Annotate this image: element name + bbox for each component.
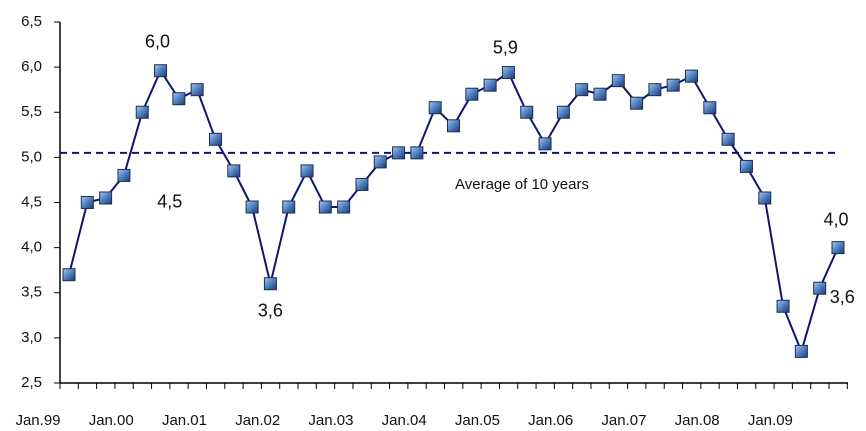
marker [483,78,497,92]
y-tick-label: 4,0 [21,239,42,256]
average-label: Average of 10 years [455,176,589,193]
marker [703,101,717,115]
marker [428,101,442,115]
y-tick-label: 3,0 [21,329,42,346]
marker [355,177,369,191]
marker [685,69,699,83]
x-tick-label: Jan.00 [89,412,134,429]
marker [813,281,827,295]
data-label: 4,0 [823,209,848,229]
marker [611,74,625,88]
marker [556,105,570,119]
marker [172,92,186,106]
marker [794,344,808,358]
marker [739,159,753,173]
marker [758,191,772,205]
marker [62,268,76,282]
marker [337,200,351,214]
marker [135,105,149,119]
marker [447,119,460,133]
marker [575,83,589,97]
x-tick-label: Jan.99 [15,412,60,429]
data-label: 4,5 [157,191,182,211]
marker [630,96,644,110]
x-tick-label: Jan.04 [382,412,427,429]
marker [227,164,241,178]
y-tick-label: 3,5 [21,284,42,301]
marker [190,83,204,97]
x-tick-label: Jan.07 [601,412,646,429]
y-tick-label: 5,5 [21,103,42,120]
y-tick-label: 6,5 [21,13,42,30]
marker [263,277,277,291]
marker [245,200,259,214]
marker [831,241,845,255]
marker [501,66,515,80]
y-tick-label: 6,0 [21,58,42,75]
data-label: 3,6 [830,287,855,307]
marker [648,83,662,97]
x-tick-label: Jan.05 [455,412,500,429]
marker [208,132,222,146]
x-tick-label: Jan.09 [748,412,793,429]
marker [80,196,94,209]
y-tick-label: 5,0 [21,148,42,165]
marker [318,200,332,214]
marker [117,168,131,182]
y-tick-label: 2,5 [21,374,42,391]
x-tick-label: Jan.08 [675,412,720,429]
marker [520,105,534,119]
marker [666,78,680,92]
marker [776,299,790,313]
data-label: 3,6 [258,300,283,320]
marker [721,132,735,146]
marker [392,146,406,160]
data-line [68,68,839,355]
marker [538,137,552,151]
marker [282,200,296,214]
marker [300,164,314,178]
marker [154,64,168,78]
marker [373,155,387,169]
x-tick-label: Jan.06 [528,412,573,429]
marker [465,87,479,101]
x-tick-label: Jan.01 [162,412,207,429]
marker [99,191,113,205]
y-tick-label: 4,5 [21,193,42,210]
x-tick-label: Jan.03 [308,412,353,429]
marker [593,87,607,101]
x-tick-label: Jan.02 [235,412,280,429]
data-label: 5,9 [493,37,518,57]
marker [410,146,424,160]
data-label: 6,0 [145,31,170,51]
